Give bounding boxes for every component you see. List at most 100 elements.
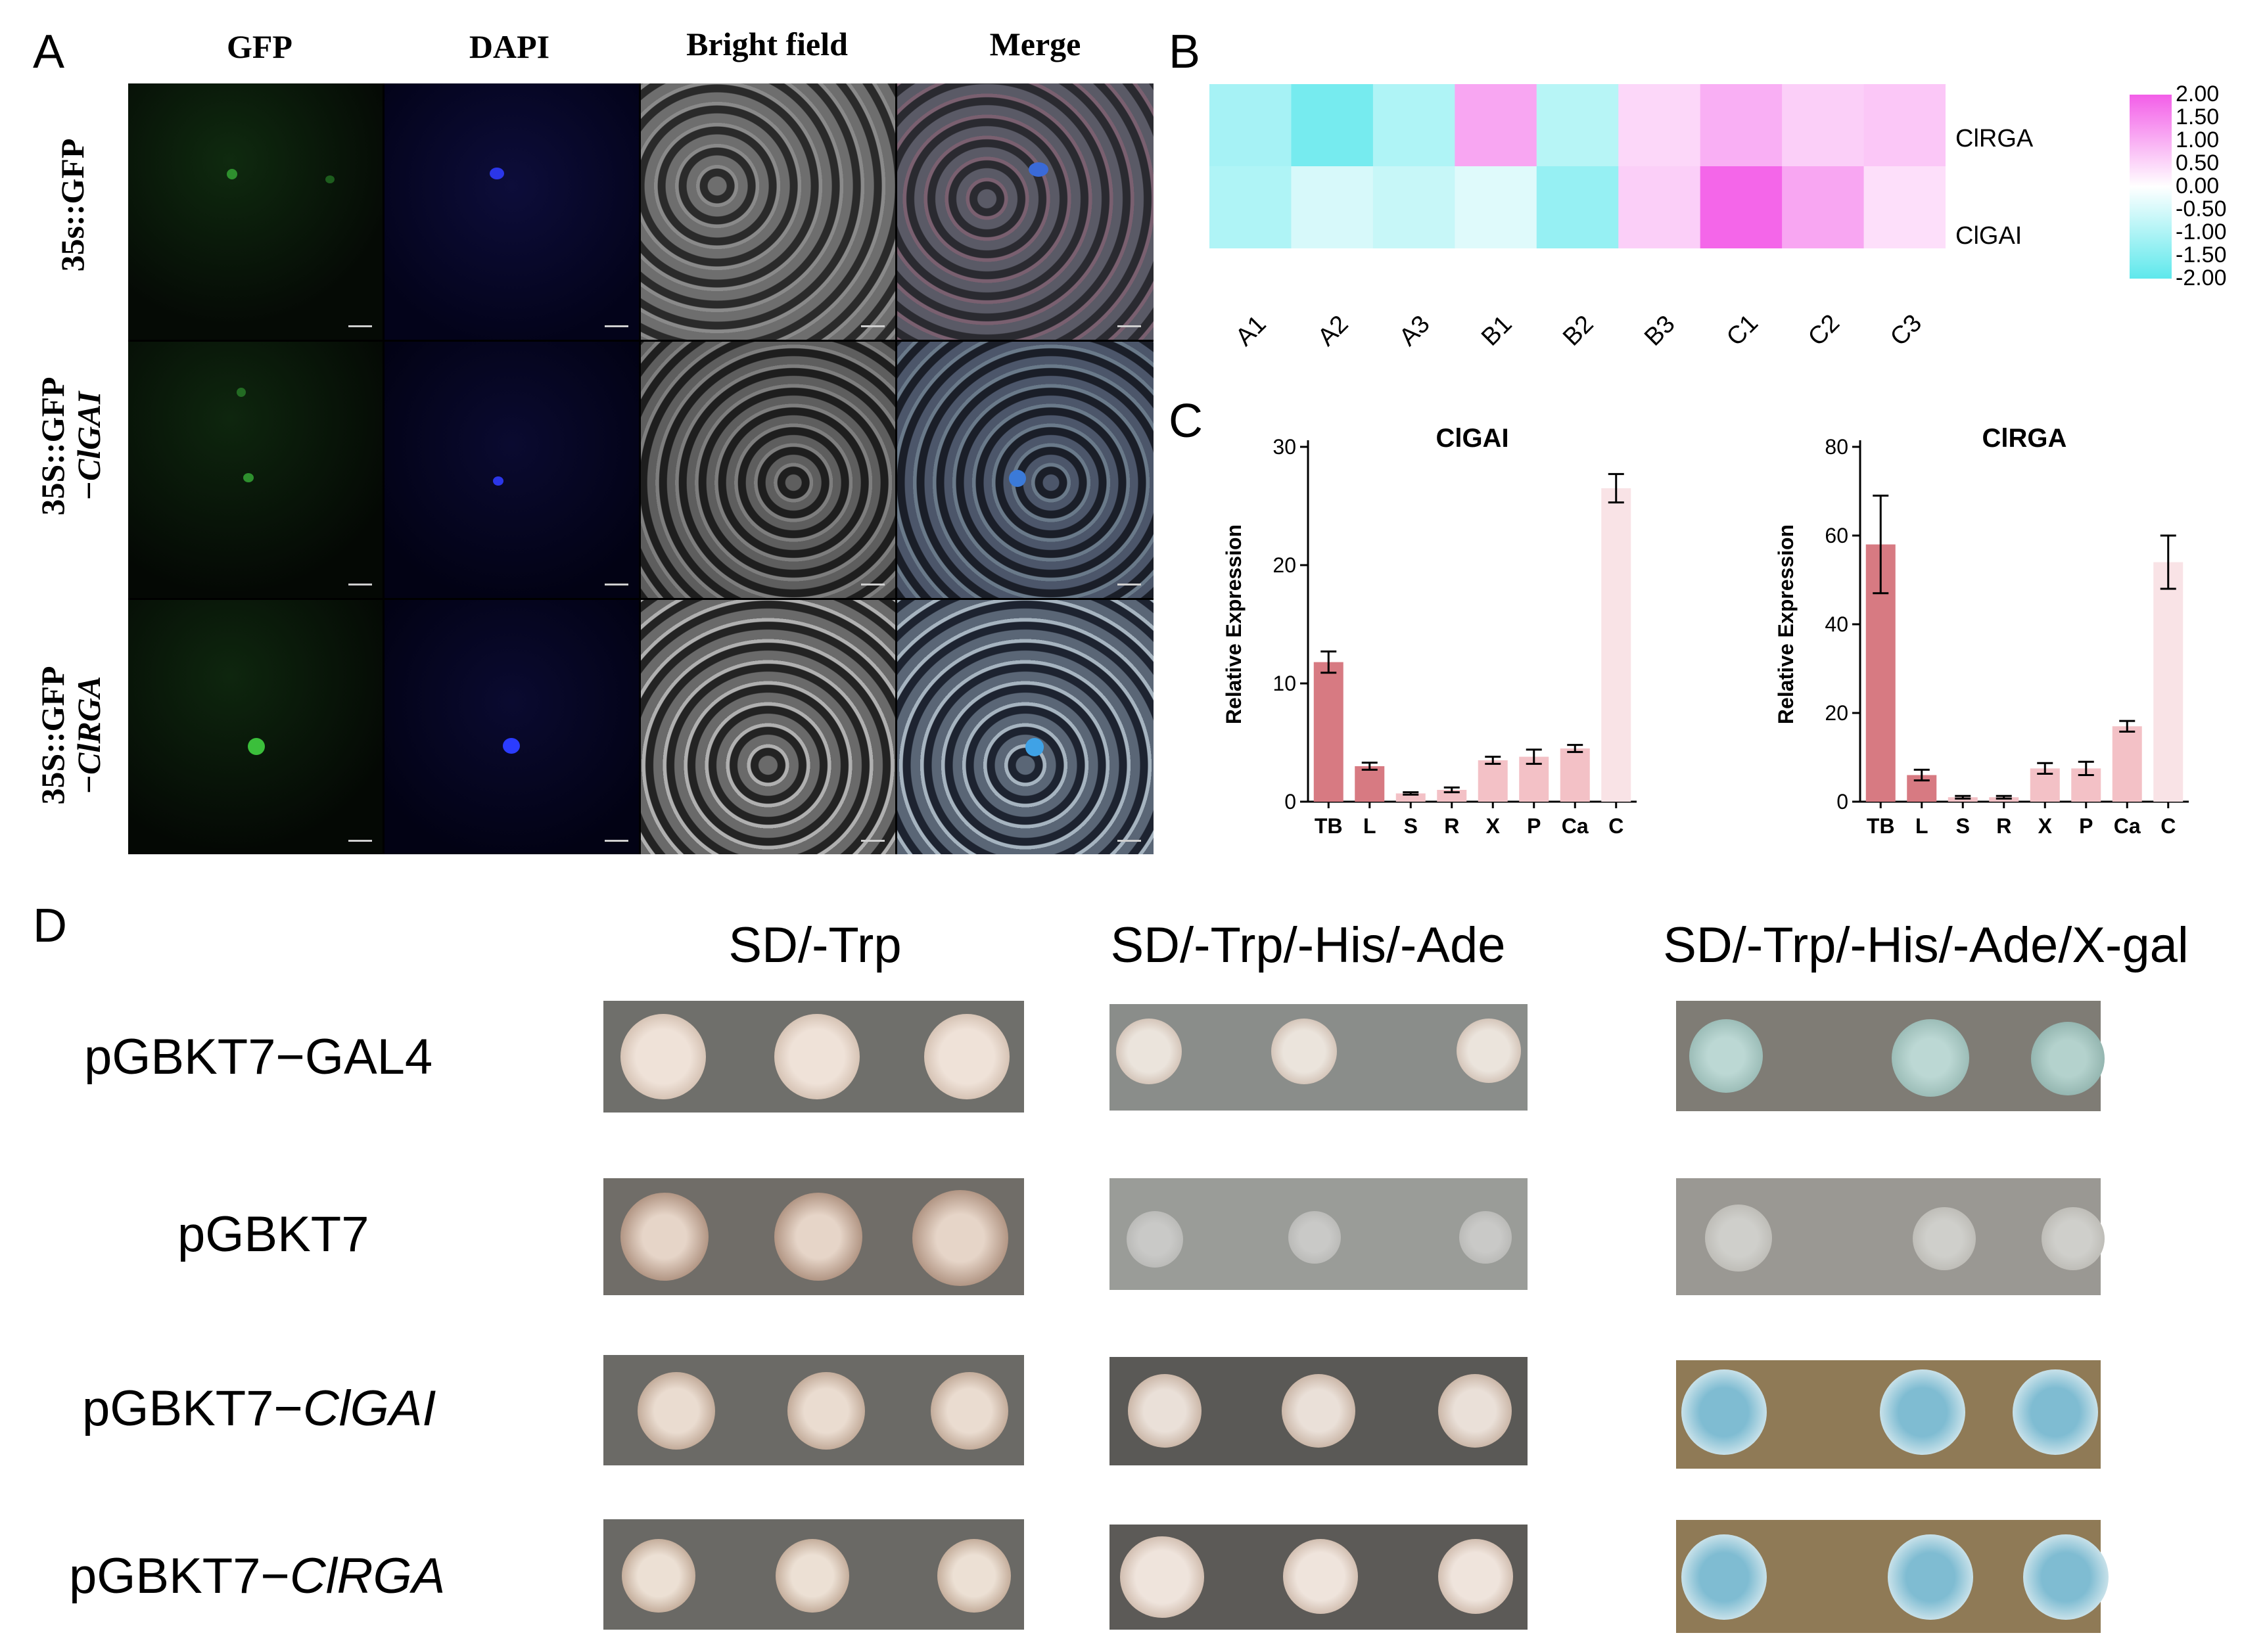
- chart-title: ClRGA: [1982, 424, 2067, 453]
- col-header-merge: Merge: [989, 26, 1081, 62]
- x-tick-label: Ca: [1562, 814, 1589, 838]
- heatmap-colorbar: [2130, 95, 2172, 279]
- x-tick-label: S: [1404, 814, 1418, 838]
- colorbar-tick: 0.00: [2176, 173, 2220, 198]
- heatmap-cell: [1455, 166, 1537, 248]
- micro-merge-r3: [897, 600, 1154, 854]
- colorbar-tick: 1.00: [2176, 127, 2220, 152]
- chart-title: ClGAI: [1436, 424, 1508, 453]
- bar: [1313, 662, 1343, 802]
- col-header-dapi: DAPI: [469, 28, 550, 65]
- construct-label-clrga: pGBKT7−ClRGA: [69, 1548, 446, 1604]
- heatmap-x-labels: A1 A2 A3 B1 B2 B3 C1 C2 C3: [1209, 292, 1946, 352]
- x-tick-label: TB: [1315, 814, 1343, 838]
- row-label-line1: 35s::GFP: [54, 138, 91, 272]
- x-tick-label: L: [1363, 814, 1376, 838]
- heatmap-cell: [1618, 84, 1701, 167]
- plate-xgal-gal4: [1676, 1001, 2105, 1111]
- heatmap-cell: [1291, 166, 1374, 248]
- heatmap-cell: [1863, 166, 1946, 248]
- colorbar-tick: 0.50: [2176, 150, 2220, 175]
- heatmap-x-label: A1: [1230, 310, 1272, 352]
- y-tick-label: 40: [1825, 612, 1848, 636]
- heatmap-x-label: B1: [1476, 310, 1518, 352]
- heatmap-x-label: C2: [1803, 309, 1846, 352]
- micro-dapi-r1: [385, 83, 639, 340]
- x-tick-label: C: [1608, 814, 1623, 838]
- heatmap-x-label: A3: [1394, 310, 1436, 352]
- col-header-bright-field: Bright field: [686, 26, 848, 62]
- y-tick-label: 80: [1825, 435, 1848, 459]
- bar: [1601, 488, 1631, 802]
- plate-xgal-clrga: [1676, 1520, 2109, 1633]
- y-tick-label: 60: [1825, 524, 1848, 547]
- x-tick-label: Ca: [2114, 814, 2141, 838]
- micro-bright-r3: [641, 600, 895, 854]
- micro-gfp-r3: [128, 600, 383, 854]
- heatmap: [1209, 84, 1946, 248]
- plate-qdo-gal4: [1109, 1004, 1528, 1111]
- heatmap-row-label-clrga: ClRGA: [1955, 125, 2034, 152]
- heatmap-cell: [1618, 166, 1701, 248]
- heatmap-cell: [1209, 84, 1292, 167]
- plate-sdtrp-clgai: [603, 1355, 1024, 1465]
- colorbar-tick-labels: 2.00 1.50 1.00 0.50 0.00 -0.50 -1.00 -1.50 -2.00: [2176, 81, 2261, 290]
- micro-bright-r2: [641, 342, 895, 598]
- heatmap-cell: [1291, 84, 1374, 167]
- x-tick-label: L: [1915, 814, 1928, 838]
- media-label-sd-trp-his-ade-xgal: SD/-Trp/-His/-Ade/X-gal: [1663, 917, 2189, 973]
- micro-bright-r1: [641, 83, 895, 340]
- micro-gfp-r1: [128, 83, 383, 340]
- heatmap-cell: [1782, 84, 1865, 167]
- bar-chart-clgai: ClGAI 0 10 20 30 Relative Expression TB L S R X P Ca…: [1222, 424, 1637, 838]
- x-tick-label: P: [1527, 814, 1541, 838]
- plate-xgal-clgai: [1676, 1360, 2101, 1469]
- heatmap-cell: [1455, 84, 1537, 167]
- heatmap-cell: [1372, 166, 1455, 248]
- y-axis-label: Relative Expression: [1774, 524, 1798, 724]
- colorbar-tick: -1.00: [2176, 219, 2227, 244]
- row-label-line2: −ClRGA: [70, 676, 107, 795]
- panel-a-letter: A: [33, 26, 65, 78]
- x-tick-label: S: [1956, 814, 1970, 838]
- heatmap-x-label: C1: [1721, 309, 1763, 352]
- heatmap-x-label: C3: [1884, 309, 1927, 352]
- plate-sdtrp-empty: [603, 1178, 1024, 1295]
- bar-chart-clrga: ClRGA 0 20 40 60 80 Relative Expression TB L S R X P…: [1774, 424, 2189, 838]
- heatmap-cell: [1700, 166, 1783, 248]
- x-tick-label: R: [1444, 814, 1459, 838]
- row-label-35s-gfp-clrga: 35S::GFP −ClRGA: [26, 618, 112, 881]
- heatmap-cell: [1782, 166, 1865, 248]
- colorbar-tick: 1.50: [2176, 104, 2220, 129]
- y-tick-label: 0: [1836, 790, 1848, 814]
- heatmap-x-label: A2: [1312, 310, 1354, 352]
- heatmap-x-label: B3: [1639, 310, 1681, 352]
- panel-d-letter: D: [33, 900, 67, 952]
- plate-xgal-empty: [1676, 1178, 2105, 1295]
- heatmap-cell: [1209, 166, 1292, 248]
- micro-dapi-r3: [385, 600, 639, 854]
- x-tick-label: TB: [1867, 814, 1895, 838]
- x-tick-label: X: [1486, 814, 1501, 838]
- construct-label-clgai: pGBKT7−ClGAI: [82, 1381, 436, 1436]
- row-label-35s-gfp-clgai: 35S::GFP −ClGAI: [26, 329, 112, 591]
- row-label-35s-gfp: 35s::GFP: [33, 84, 112, 327]
- bar: [2153, 562, 2183, 802]
- y-tick-label: 10: [1273, 672, 1296, 695]
- row-label-line1: 35S::GFP: [34, 666, 71, 805]
- y-tick-label: 20: [1825, 701, 1848, 725]
- x-tick-label: X: [2038, 814, 2053, 838]
- plate-qdo-clgai: [1109, 1357, 1528, 1465]
- colorbar-tick: -2.00: [2176, 265, 2227, 290]
- micro-dapi-r2: [385, 342, 639, 598]
- plate-qdo-clrga: [1109, 1525, 1528, 1630]
- bar: [1560, 748, 1590, 802]
- colorbar-tick: 2.00: [2176, 81, 2220, 106]
- heatmap-x-label: B2: [1558, 310, 1599, 352]
- y-axis-label: Relative Expression: [1222, 524, 1246, 724]
- y-tick-label: 20: [1273, 553, 1296, 577]
- colorbar-tick: -0.50: [2176, 196, 2227, 221]
- colorbar-tick: -1.50: [2176, 242, 2227, 267]
- construct-label-gal4: pGBKT7−GAL4: [84, 1029, 433, 1085]
- heatmap-cell: [1536, 166, 1619, 248]
